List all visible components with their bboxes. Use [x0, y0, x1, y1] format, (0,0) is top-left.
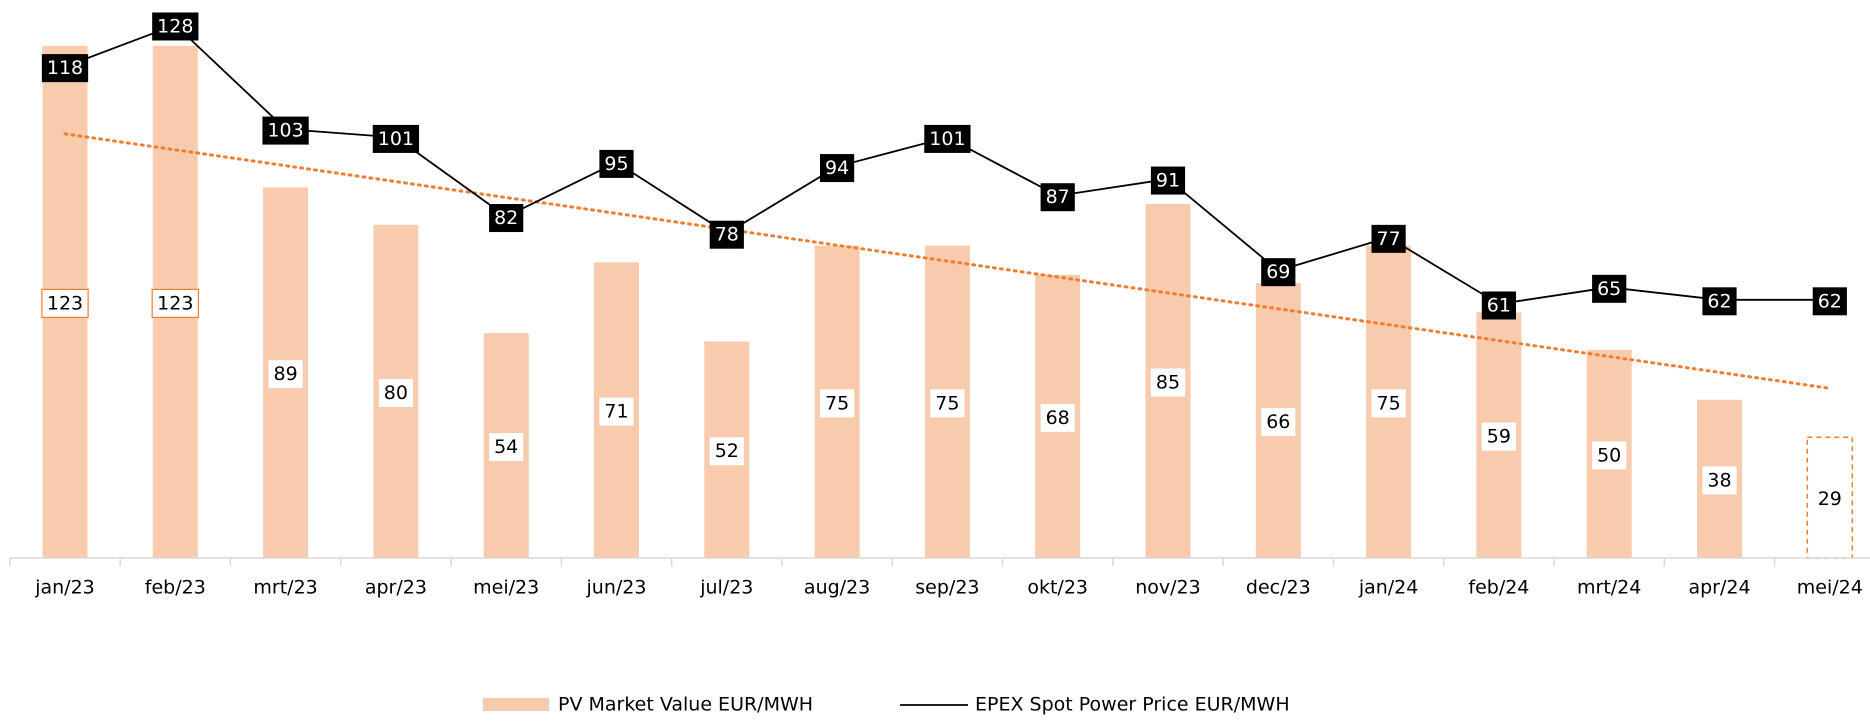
bar-label-box	[378, 378, 413, 407]
line-value-label: 101	[929, 128, 965, 150]
x-tick-label: apr/23	[365, 577, 427, 599]
x-tick-label: sep/23	[915, 577, 979, 599]
x-tick-label: dec/23	[1246, 577, 1311, 599]
line-label-box	[1812, 287, 1847, 316]
x-tick-label: nov/23	[1135, 577, 1201, 599]
bar-label-box	[151, 288, 200, 319]
x-tick-label: feb/24	[1468, 577, 1529, 599]
line-label-box	[709, 220, 744, 249]
line-label-box	[41, 54, 89, 83]
bar-value-label: 68	[1046, 407, 1070, 429]
line-value-label: 82	[494, 207, 518, 229]
x-tick-label: okt/23	[1027, 577, 1088, 599]
line-value-label: 77	[1377, 228, 1401, 250]
bar-value-label: 123	[47, 292, 83, 314]
x-tick-label: feb/23	[145, 577, 206, 599]
bar-label-box	[1040, 403, 1075, 432]
bar-value-label: 123	[157, 292, 193, 314]
x-tick-label: mrt/24	[1577, 577, 1641, 599]
line-label-box	[1702, 287, 1737, 316]
bar-value-label: 75	[1377, 392, 1401, 414]
trendline	[63, 132, 1832, 390]
legend-label: EPEX Spot Power Price EUR/MWH	[975, 694, 1290, 716]
x-tick-label: aug/23	[804, 577, 870, 599]
x-tick-label: mei/24	[1797, 577, 1863, 599]
labels: 123 123 89 80 54 71 52 75 75 68 85 66 75 59 50 38 29 118 1…	[41, 12, 1847, 510]
bar-value-label: 50	[1597, 444, 1621, 466]
line-label-box	[1371, 224, 1406, 253]
bar-value-label: 29	[1818, 488, 1842, 510]
line-label-box	[1481, 291, 1516, 320]
bar-label-box	[1481, 422, 1516, 451]
x-tick-label: apr/24	[1688, 577, 1750, 599]
x-tick-label: jul/23	[699, 577, 753, 599]
line-label-box	[924, 124, 971, 153]
line-label-box	[1592, 274, 1627, 303]
line-label-box	[262, 116, 309, 145]
bar-label-box	[599, 397, 634, 426]
bar	[1806, 436, 1854, 559]
bar-label-box	[1261, 408, 1296, 437]
bar-value-label: 59	[1487, 426, 1511, 448]
bar-label-box	[709, 437, 744, 466]
line-label-box	[152, 12, 199, 41]
bar-label-box	[1150, 368, 1186, 397]
line-value-label: 91	[1156, 170, 1180, 192]
line-value-label: 101	[378, 128, 414, 150]
line-value-label: 94	[825, 157, 849, 179]
bar-label-box	[1702, 466, 1737, 495]
trend	[63, 132, 1832, 390]
bar-label-box	[820, 389, 855, 418]
bars	[42, 45, 1854, 559]
bar-label-box	[1371, 389, 1406, 418]
line-value-label: 118	[47, 57, 83, 79]
bar-label-box	[930, 389, 965, 418]
bar-value-label: 80	[384, 382, 408, 404]
line-value-label: 103	[267, 120, 303, 142]
line-label-box	[820, 154, 855, 183]
x-tick-label: mei/23	[473, 577, 539, 599]
bar-value-label: 66	[1266, 411, 1290, 433]
line-label-box	[1150, 166, 1186, 195]
bar-value-label: 54	[494, 436, 518, 458]
bar-label-box	[41, 288, 89, 319]
x-tick-label: jun/23	[586, 577, 647, 599]
line-label-box	[599, 149, 634, 178]
line-value-label: 65	[1597, 278, 1621, 300]
line-value-label: 62	[1707, 290, 1731, 312]
line-label-box	[489, 204, 524, 233]
line-label-box	[1040, 183, 1075, 212]
line-value-label: 69	[1266, 261, 1290, 283]
legend-swatch	[483, 698, 549, 711]
bar-value-label: 89	[274, 363, 298, 385]
bar-label-box	[489, 433, 524, 462]
line-value-label: 128	[157, 15, 193, 37]
bar-value-label: 38	[1707, 469, 1731, 491]
x-tick-label: jan/24	[1358, 577, 1419, 599]
bar-value-label: 52	[715, 440, 739, 462]
bar-value-label: 85	[1156, 372, 1180, 394]
line-label-box	[372, 124, 420, 153]
bar-label-box	[1592, 441, 1627, 470]
line-value-label: 87	[1046, 186, 1070, 208]
line-value-label: 62	[1818, 290, 1842, 312]
line-value-label: 78	[715, 224, 739, 246]
line-value-label: 61	[1487, 294, 1511, 316]
x-tick-label: mrt/23	[253, 577, 317, 599]
bar-label-box	[268, 360, 303, 389]
bar-value-label: 75	[935, 392, 959, 414]
line-label-box	[1261, 258, 1296, 287]
bar-value-label: 75	[825, 392, 849, 414]
line-value-label: 95	[604, 153, 628, 175]
x-tick-label: jan/23	[34, 577, 95, 599]
bar-value-label: 71	[604, 401, 628, 423]
legend-label: PV Market Value EUR/MWH	[558, 694, 813, 716]
